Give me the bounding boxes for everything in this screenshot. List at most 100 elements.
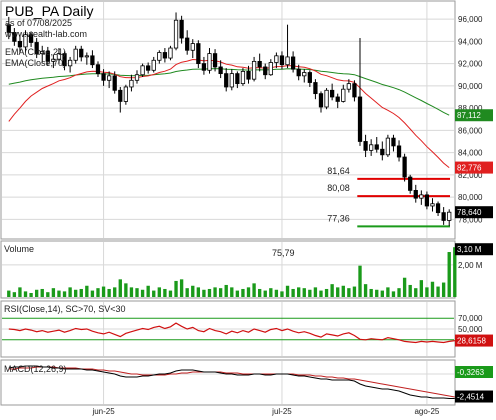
- badge-text: 87,112: [457, 111, 481, 120]
- volume-bar: [425, 287, 429, 297]
- candle: [212, 49, 218, 72]
- volume-bar: [235, 290, 240, 297]
- candle-body: [251, 60, 257, 80]
- rsi-y-tick: 50,000: [458, 325, 483, 334]
- candle-body: [441, 212, 446, 221]
- candle: [352, 80, 357, 102]
- candle: [335, 93, 340, 109]
- x-tick-label: ago-25: [414, 407, 439, 416]
- macd-series: [2, 365, 455, 399]
- volume-bar: [347, 288, 351, 297]
- candle: [6, 16, 11, 40]
- ema70-legend: EMA(Close,70): [5, 58, 66, 68]
- value-badge: 28,6158: [455, 334, 493, 347]
- candle-body: [212, 53, 218, 68]
- volume-bar: [90, 290, 95, 297]
- volume-bar: [113, 287, 117, 297]
- volume-bar: [408, 284, 412, 297]
- candle: [201, 56, 207, 75]
- volume-bar: [74, 289, 78, 297]
- candle-body: [218, 66, 223, 75]
- candle-body: [341, 88, 346, 102]
- candle-body: [67, 59, 73, 67]
- candle: [107, 71, 112, 89]
- candle-body: [129, 79, 134, 88]
- candle-body: [90, 55, 95, 66]
- candle-body: [51, 58, 56, 62]
- candle: [408, 174, 413, 194]
- candle-body: [268, 62, 273, 76]
- volume-bar: [23, 291, 28, 297]
- volume-bar: [375, 289, 379, 297]
- rsi-series: [2, 317, 455, 344]
- ema21-legend: EMA(Close,21): [5, 47, 66, 57]
- volume-bar: [336, 287, 340, 297]
- badge-box: [455, 206, 493, 219]
- volume-bar: [107, 288, 111, 297]
- candle-body: [84, 55, 89, 58]
- candle-body: [235, 73, 240, 85]
- volume-bar: [319, 290, 323, 297]
- value-badge: -0,3263: [455, 366, 493, 378]
- candle-body: [263, 66, 268, 76]
- candle-body: [56, 53, 62, 60]
- volume-bar: [85, 285, 89, 297]
- badge-text: -0,3263: [457, 368, 485, 377]
- candle: [17, 34, 23, 53]
- volume-bar: [280, 291, 284, 297]
- volume-bar: [397, 288, 401, 297]
- macd-line: [8, 365, 455, 399]
- candle-body: [307, 72, 312, 83]
- volume-bar: [419, 280, 424, 297]
- volume-title: Volume: [4, 244, 34, 254]
- value-badge: 87,112: [455, 109, 493, 122]
- badge-text: 28,6158: [457, 337, 486, 346]
- candle-body: [207, 53, 212, 71]
- candle: [341, 84, 346, 103]
- badge-box: [455, 390, 493, 403]
- candle: [157, 50, 162, 64]
- candle-body: [408, 176, 413, 191]
- badge-box: [455, 161, 493, 174]
- candle-body: [107, 75, 112, 81]
- volume-bar: [18, 287, 22, 297]
- candle-body: [380, 148, 385, 156]
- volume-bar: [196, 287, 201, 297]
- candle-body: [385, 137, 391, 156]
- volume-bar: [202, 289, 206, 297]
- candle-body: [101, 73, 106, 81]
- price-levels: 81,64 80,08 77,36: [327, 166, 450, 228]
- volume-bar: [447, 252, 451, 297]
- candle-body: [369, 144, 374, 151]
- candle: [290, 51, 296, 73]
- volume-bar: [369, 288, 373, 297]
- volume-bar: [29, 292, 33, 297]
- value-badge: 82,776: [455, 161, 493, 174]
- x-tick-label: jul-25: [271, 407, 292, 416]
- candle: [430, 198, 435, 212]
- volume-bar: [79, 288, 83, 297]
- candle-body: [134, 74, 140, 81]
- volume-bar: [297, 287, 301, 297]
- candle: [435, 201, 441, 216]
- volume-bar: [386, 287, 390, 297]
- candle: [441, 207, 446, 225]
- candle-body: [352, 83, 357, 98]
- candle-body: [313, 82, 318, 95]
- candle: [402, 153, 407, 182]
- candle: [218, 60, 223, 79]
- price-y-tick: 94,000: [458, 37, 483, 46]
- candle-body: [257, 60, 262, 68]
- volume-bar: [352, 286, 357, 297]
- candle-body: [285, 56, 290, 66]
- price-y-tick: 88,000: [458, 104, 483, 113]
- candle: [90, 50, 95, 69]
- candle: [279, 51, 285, 70]
- badge-text: -2,4514: [457, 393, 485, 402]
- volume-bar: [252, 283, 256, 297]
- candle-body: [447, 211, 452, 221]
- candle: [363, 134, 368, 158]
- candle: [40, 45, 45, 63]
- volume-bar: [96, 288, 100, 297]
- x-tick-labels: jun-25 jul-25 ago-25: [91, 407, 439, 416]
